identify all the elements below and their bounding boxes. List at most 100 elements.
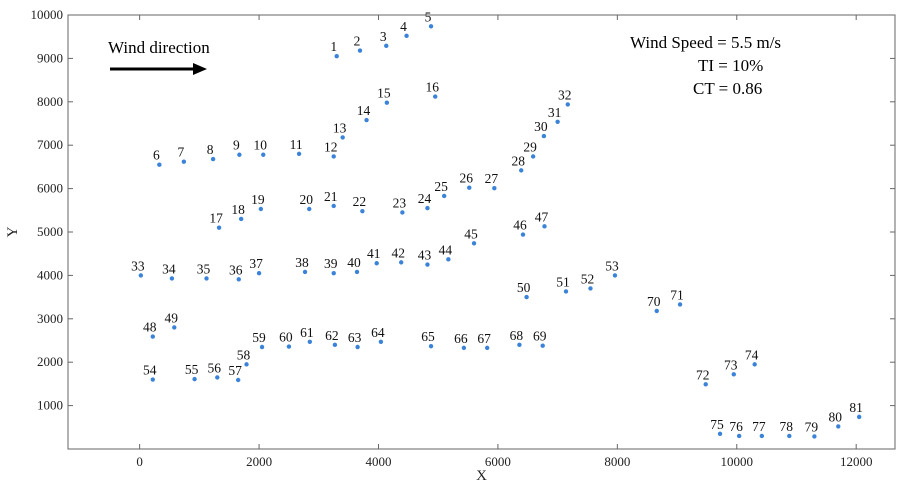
- y-tick-label: 5000: [37, 224, 63, 239]
- turbine-marker-16: [433, 94, 438, 99]
- x-tick-label: 2000: [246, 454, 272, 469]
- turbine-label-22: 22: [353, 194, 367, 209]
- y-tick-label: 2000: [37, 354, 63, 369]
- turbine-marker-38: [302, 269, 308, 275]
- turbine-marker-14: [364, 117, 369, 123]
- turbine-marker-49: [172, 325, 177, 330]
- turbine-label-19: 19: [251, 192, 265, 207]
- turbine-label-12: 12: [324, 139, 338, 154]
- turbine-label-46: 46: [513, 218, 527, 233]
- turbine-label-45: 45: [464, 226, 478, 241]
- turbine-label-33: 33: [131, 258, 145, 273]
- turbine-label-13: 13: [333, 120, 347, 135]
- turbine-label-77: 77: [752, 419, 766, 434]
- turbine-marker-46: [520, 232, 526, 237]
- wind-direction-indicator: Wind direction: [108, 38, 210, 75]
- turbine-marker-61: [307, 339, 313, 345]
- x-tick-label: 6000: [485, 454, 511, 469]
- turbine-label-10: 10: [254, 138, 268, 153]
- turbine-marker-54: [150, 377, 155, 382]
- y-axis-ticks: 1000 2000 3000 4000 5000 6000 7000 8000 9000 1000…: [31, 7, 895, 413]
- x-tick-label: 8000: [604, 454, 630, 469]
- turbine-label-57: 57: [228, 363, 242, 378]
- turbine-label-32: 32: [558, 87, 572, 102]
- turbine-label-2: 2: [354, 34, 361, 49]
- turbine-marker-35: [204, 276, 209, 281]
- turbine-label-76: 76: [729, 419, 743, 434]
- turbine-label-40: 40: [347, 255, 361, 270]
- turbine-label-63: 63: [348, 330, 362, 345]
- turbine-label-4: 4: [400, 19, 407, 34]
- turbine-marker-34: [169, 276, 175, 281]
- turbine-marker-58: [244, 362, 249, 367]
- turbine-label-14: 14: [357, 103, 371, 118]
- x-tick-label: 10000: [721, 454, 754, 469]
- turbine-marker-13: [340, 135, 345, 140]
- turbine-label-52: 52: [581, 271, 595, 286]
- turbine-marker-65: [428, 343, 434, 349]
- turbine-marker-26: [467, 185, 472, 190]
- turbine-label-47: 47: [535, 209, 549, 224]
- turbine-marker-5: [428, 24, 434, 29]
- turbine-label-43: 43: [418, 248, 432, 263]
- y-tick-label: 4000: [37, 267, 63, 282]
- turbine-marker-79: [812, 434, 817, 439]
- x-axis-ticks: 0 2000 4000 6000 8000 10000 12000: [136, 15, 872, 469]
- turbine-marker-44: [446, 257, 451, 262]
- turbine-label-42: 42: [391, 245, 405, 260]
- turbine-label-11: 11: [290, 137, 303, 152]
- turbine-marker-67: [484, 345, 490, 351]
- turbine-label-75: 75: [710, 417, 724, 432]
- wind-speed-text: Wind Speed = 5.5 m/s: [630, 33, 781, 52]
- turbine-label-23: 23: [393, 195, 407, 210]
- turbine-label-81: 81: [849, 400, 863, 415]
- y-tick-label: 10000: [31, 7, 64, 22]
- turbine-marker-12: [331, 154, 336, 159]
- turbine-marker-18: [238, 216, 244, 222]
- turbine-label-26: 26: [460, 171, 474, 186]
- turbine-marker-63: [355, 344, 360, 350]
- turbine-label-24: 24: [418, 191, 432, 206]
- turbine-label-48: 48: [143, 320, 157, 335]
- turbine-label-69: 69: [533, 329, 547, 344]
- y-tick-label: 3000: [37, 311, 63, 326]
- turbine-label-5: 5: [425, 9, 432, 24]
- turbine-label-30: 30: [534, 119, 548, 134]
- y-tick-label: 6000: [37, 181, 63, 196]
- turbine-marker-51: [563, 289, 569, 294]
- turbine-label-36: 36: [229, 262, 243, 277]
- turbine-marker-80: [836, 424, 841, 429]
- turbine-marker-50: [524, 294, 529, 300]
- turbine-marker-78: [787, 433, 792, 439]
- turbine-label-58: 58: [237, 347, 251, 362]
- turbine-label-44: 44: [439, 242, 453, 257]
- turbine-marker-55: [192, 376, 197, 382]
- turbine-marker-33: [138, 273, 144, 278]
- turbine-label-67: 67: [477, 331, 491, 346]
- turbine-marker-62: [332, 342, 338, 348]
- turbine-marker-57: [235, 377, 241, 383]
- turbine-marker-23: [400, 210, 405, 215]
- turbine-marker-31: [555, 119, 560, 124]
- turbine-label-78: 78: [780, 419, 794, 434]
- turbine-label-64: 64: [371, 325, 385, 340]
- turbine-marker-29: [530, 154, 536, 159]
- turbine-marker-32: [565, 102, 570, 107]
- turbine-marker-2: [357, 48, 363, 53]
- turbine-label-68: 68: [510, 328, 524, 343]
- turbine-label-34: 34: [162, 261, 176, 276]
- turbine-marker-27: [492, 185, 497, 191]
- turbine-marker-10: [261, 152, 266, 157]
- turbine-label-62: 62: [325, 328, 339, 343]
- x-tick-label: 0: [136, 454, 143, 469]
- turbine-marker-28: [519, 168, 524, 173]
- turbine-marker-66: [461, 345, 467, 351]
- turbine-label-8: 8: [207, 142, 214, 157]
- turbine-marker-45: [471, 241, 477, 246]
- turbine-marker-69: [540, 343, 545, 348]
- turbine-label-28: 28: [511, 153, 525, 168]
- turbine-label-38: 38: [295, 255, 309, 270]
- turbine-label-71: 71: [670, 287, 684, 302]
